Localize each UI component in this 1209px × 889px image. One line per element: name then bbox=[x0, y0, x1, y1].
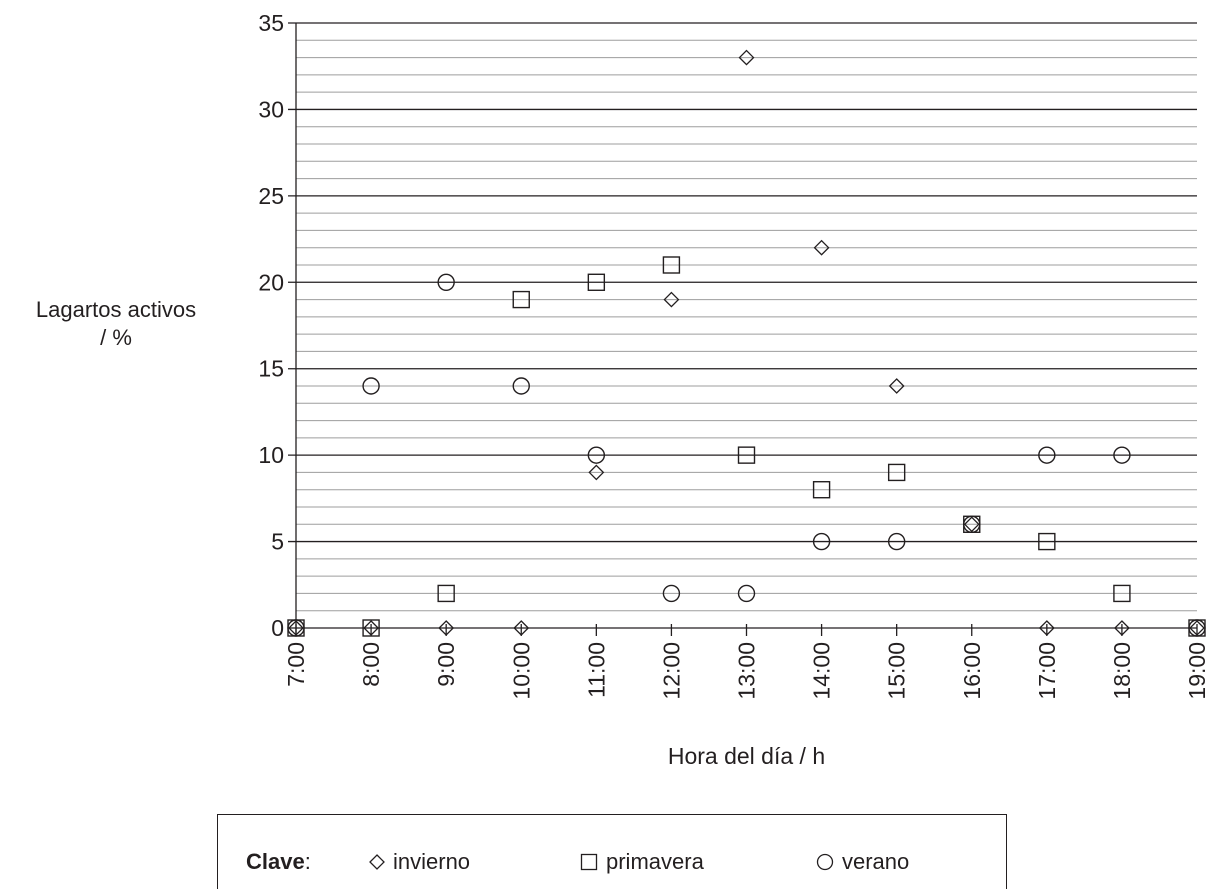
point-invierno bbox=[738, 49, 755, 66]
point-primavera bbox=[1038, 532, 1056, 551]
point-primavera bbox=[437, 584, 455, 603]
point-invierno bbox=[438, 620, 455, 636]
square-icon bbox=[580, 853, 598, 871]
x-tick-label: 13:00 bbox=[734, 642, 760, 700]
circle-icon bbox=[816, 853, 834, 871]
x-axis-label: Hora del día / h bbox=[668, 743, 825, 769]
point-primavera bbox=[1113, 584, 1131, 603]
y-tick-label: 15 bbox=[258, 356, 284, 382]
legend-label-primavera: primavera bbox=[606, 849, 704, 874]
point-invierno bbox=[588, 464, 605, 481]
point-primavera bbox=[287, 619, 305, 637]
legend-item-verano: verano bbox=[816, 849, 909, 875]
point-primavera bbox=[362, 619, 380, 637]
point-primavera bbox=[812, 481, 831, 499]
point-invierno bbox=[1189, 620, 1205, 636]
legend-label-invierno: invierno bbox=[393, 849, 471, 874]
point-verano bbox=[437, 273, 455, 291]
point-invierno bbox=[663, 291, 680, 308]
y-tick-label: 0 bbox=[271, 615, 284, 641]
x-tick-label: 7:00 bbox=[283, 642, 309, 687]
point-verano bbox=[737, 584, 756, 603]
legend-item-primavera: primavera bbox=[580, 849, 704, 875]
point-primavera bbox=[737, 446, 756, 464]
y-tick-label: 10 bbox=[258, 442, 284, 468]
point-primavera bbox=[587, 273, 606, 291]
point-verano bbox=[587, 446, 606, 464]
point-verano bbox=[1038, 446, 1056, 464]
point-verano bbox=[1113, 446, 1131, 464]
y-tick-label: 20 bbox=[258, 269, 284, 295]
point-verano bbox=[362, 377, 380, 395]
point-invierno bbox=[888, 378, 905, 394]
point-primavera bbox=[887, 463, 906, 482]
point-primavera bbox=[1188, 619, 1206, 637]
scatter-chart: 0 5 10 15 20 25 30 35 7:00 8:00 9:00 10:00 11:00 12:0… bbox=[258, 10, 1209, 769]
y-tick-label: 35 bbox=[258, 10, 284, 36]
x-tick-label: 14:00 bbox=[809, 642, 835, 700]
point-invierno bbox=[963, 516, 980, 533]
legend-row: Clave: invierno primavera verano bbox=[246, 849, 909, 875]
x-tick-label: 19:00 bbox=[1184, 642, 1209, 700]
point-verano bbox=[512, 377, 530, 395]
x-tick-label: 18:00 bbox=[1109, 642, 1135, 700]
x-tick-label: 17:00 bbox=[1034, 642, 1060, 700]
x-tick-label: 8:00 bbox=[358, 642, 384, 687]
y-axis-label-line-2: / % bbox=[100, 325, 132, 350]
point-primavera bbox=[512, 290, 530, 309]
y-axis-label: Lagartos activos / % bbox=[0, 296, 232, 352]
legend-item-invierno: invierno bbox=[369, 849, 470, 875]
y-tick-label: 30 bbox=[258, 96, 284, 122]
point-primavera bbox=[963, 515, 981, 533]
x-tick-label: 11:00 bbox=[583, 642, 609, 698]
diamond-icon bbox=[369, 854, 385, 870]
point-invierno bbox=[1038, 620, 1055, 636]
y-tick-label: 5 bbox=[271, 529, 284, 555]
point-invierno bbox=[363, 620, 380, 636]
y-tick-label: 25 bbox=[258, 183, 284, 209]
legend-label-verano: verano bbox=[842, 849, 910, 874]
point-primavera bbox=[662, 256, 681, 274]
point-invierno bbox=[1113, 620, 1130, 636]
point-invierno bbox=[288, 620, 304, 636]
point-invierno bbox=[813, 239, 830, 256]
x-tick-label: 16:00 bbox=[959, 642, 985, 700]
point-verano bbox=[887, 532, 906, 551]
point-invierno bbox=[513, 620, 530, 636]
x-tick-label: 10:00 bbox=[508, 642, 534, 700]
legend: Clave: invierno primavera verano bbox=[217, 814, 1007, 889]
point-verano bbox=[812, 532, 831, 551]
legend-title: Clave: bbox=[246, 849, 311, 874]
x-tick-label: 9:00 bbox=[433, 642, 459, 687]
point-verano bbox=[662, 584, 681, 603]
x-tick-label: 12:00 bbox=[658, 642, 684, 700]
x-tick-label: 15:00 bbox=[884, 642, 910, 700]
y-axis-label-line-1: Lagartos activos bbox=[35, 297, 197, 322]
